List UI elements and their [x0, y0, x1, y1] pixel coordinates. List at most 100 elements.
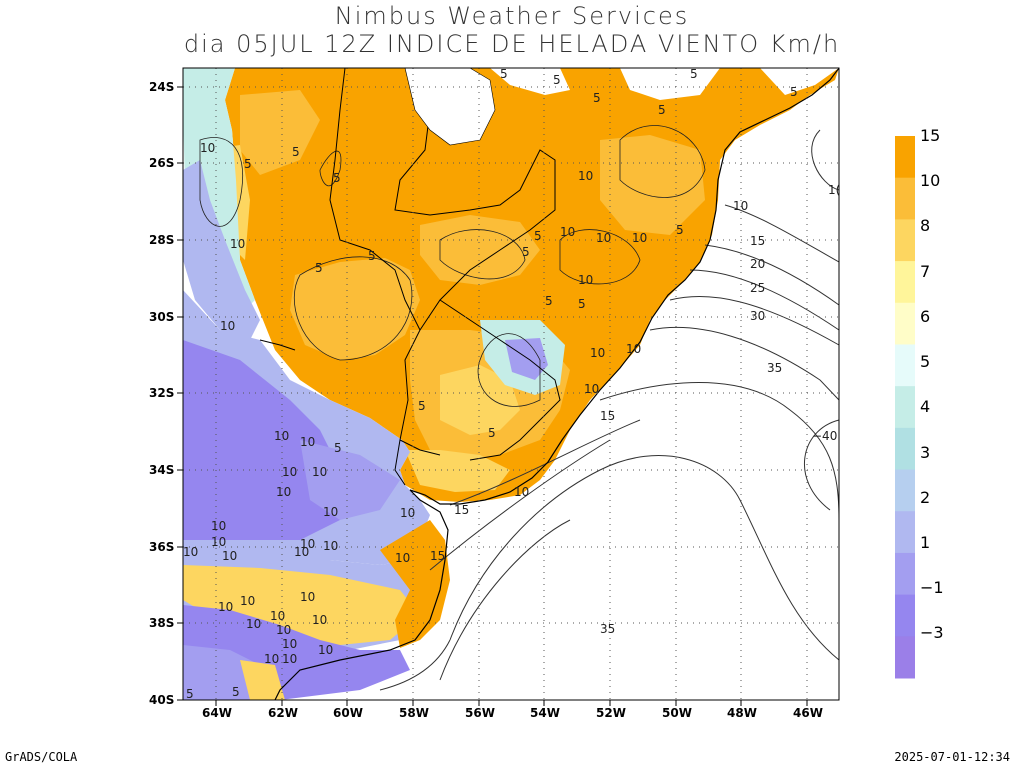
contour-label: 10 — [282, 652, 297, 666]
wind-contours — [379, 129, 840, 691]
contour-label: 5 — [553, 73, 561, 87]
colorbar-swatch — [895, 469, 915, 512]
contour-label: 10 — [632, 231, 647, 245]
borders — [259, 67, 561, 486]
contour-label: 5 — [334, 441, 342, 455]
colorbar — [895, 136, 915, 679]
contour-label: 5 — [534, 229, 542, 243]
gridlines — [183, 68, 839, 700]
contour-label: 10 — [282, 637, 297, 651]
colorbar-label: −3 — [920, 623, 944, 642]
contour-label: 10 — [300, 537, 315, 551]
contour-label: 10 — [312, 465, 327, 479]
contour-label: 10 — [578, 169, 593, 183]
contour-label: 5 — [676, 223, 684, 237]
lat-label: 26S — [149, 156, 175, 170]
colorbar-swatch — [895, 636, 915, 679]
contour-label: 10 — [211, 535, 226, 549]
contour-label: 15 — [430, 549, 445, 563]
contour-label: 5 — [186, 687, 194, 701]
lon-label: 46W — [793, 706, 823, 720]
contour-label: 30 — [750, 309, 765, 323]
contour-label: 10 — [626, 342, 641, 356]
plot-frame — [182, 67, 840, 701]
coastline — [274, 67, 840, 701]
no-data-region — [620, 68, 720, 100]
contour-label: 10 — [218, 600, 233, 614]
colorbar-swatch — [895, 594, 915, 637]
lon-label: 62W — [268, 706, 298, 720]
colorbar-label: 10 — [920, 171, 941, 190]
contour-labels: 10 5 5 5 10 5 5 10 5 5 5 5 5 5 10 10 10 … — [183, 67, 840, 701]
lon-label: 64W — [202, 706, 232, 720]
colorbar-swatch — [895, 261, 915, 304]
contour-label: 5 — [292, 145, 300, 159]
colorbar-label: 3 — [920, 443, 931, 462]
contour-label: 10 — [294, 545, 309, 559]
lat-label: 36S — [149, 540, 175, 554]
contour-label: 10 — [395, 551, 410, 565]
colorbar-swatch — [895, 344, 915, 387]
contour-label: 10 — [400, 506, 415, 520]
contour-label: 10 — [560, 225, 575, 239]
contour-label: 10 — [282, 465, 297, 479]
contour-label: 5 — [593, 91, 601, 105]
contour-label: 5 — [418, 399, 426, 413]
contour-label: 10 — [274, 429, 289, 443]
colorbar-label: 5 — [920, 352, 931, 371]
contour-label: 1( — [828, 183, 840, 197]
contour-label: −40 — [812, 429, 837, 443]
contour-label: 10 — [733, 199, 748, 213]
ticks — [177, 86, 808, 706]
no-data-region — [490, 68, 570, 95]
lat-label: 30S — [149, 310, 175, 324]
contour-label: 5 — [315, 261, 323, 275]
contour-label: 35 — [600, 622, 615, 636]
contour-label: 5 — [522, 245, 530, 259]
shaded-field — [183, 68, 839, 700]
colorbar-label: −1 — [920, 578, 944, 597]
contour-label: 10 — [222, 549, 237, 563]
contour-label: 5 — [244, 157, 252, 171]
colorbar-label: 6 — [920, 307, 931, 326]
colorbar-label: 1 — [920, 533, 931, 552]
contour-label: 20 — [750, 257, 765, 271]
colorbar-swatch — [895, 136, 915, 179]
lat-label: 38S — [149, 616, 175, 630]
contour-label: 15 — [454, 503, 469, 517]
contour-label: 5 — [500, 67, 508, 81]
colorbar-swatch — [895, 427, 915, 471]
contour-label: 5 — [333, 171, 341, 185]
contour-label: 5 — [545, 294, 553, 308]
colorbar-label: 15 — [920, 126, 941, 145]
lon-label: 50W — [662, 706, 692, 720]
contour-label: 10 — [276, 485, 291, 499]
contour-label: 5 — [658, 103, 666, 117]
lat-label: 32S — [149, 386, 175, 400]
contour-label: 10 — [514, 485, 529, 499]
contour-label: 35 — [767, 361, 782, 375]
contour-label: 10 — [318, 643, 333, 657]
contour-label: 10 — [596, 231, 611, 245]
lon-label: 60W — [333, 706, 363, 720]
lat-label: 40S — [149, 693, 175, 707]
contour-label: 10 — [220, 319, 235, 333]
contour-label: 10 — [300, 590, 315, 604]
colorbar-label: 2 — [920, 488, 931, 507]
colorbar-swatch — [895, 302, 915, 345]
contour-label: 10 — [200, 141, 215, 155]
contour-label: 10 — [300, 435, 315, 449]
contour-label: 25 — [750, 281, 765, 295]
lon-label: 56W — [465, 706, 495, 720]
colorbar-label: 4 — [920, 397, 931, 416]
title-line-1: Nimbus Weather Services — [334, 2, 690, 30]
colorbar-swatch — [895, 386, 915, 429]
contour-label: 10 — [578, 273, 593, 287]
contour-label: 10 — [323, 539, 338, 553]
colorbar-label: 8 — [920, 216, 931, 235]
contour-label: 10 — [240, 594, 255, 608]
contour-label: 10 — [183, 545, 198, 559]
land-contours — [199, 125, 706, 407]
contour-label: 10 — [230, 237, 245, 251]
